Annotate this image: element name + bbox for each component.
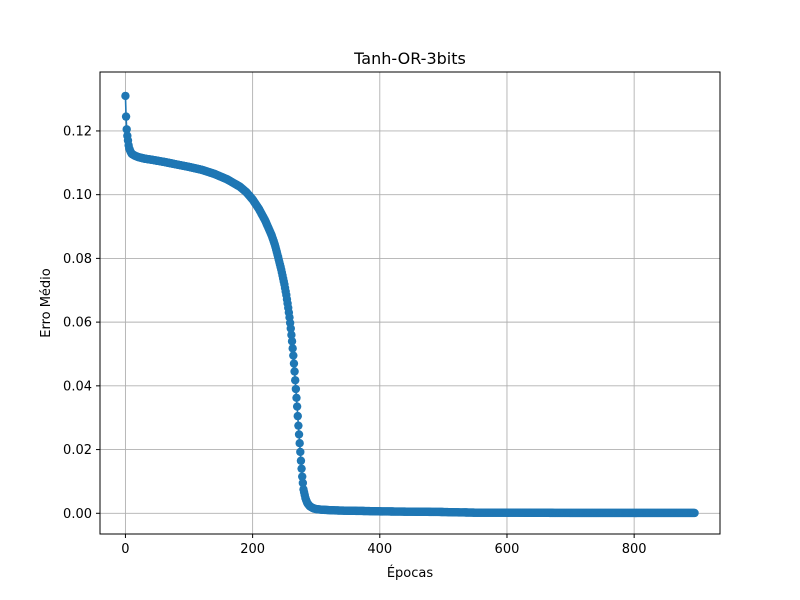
x-tick-label: 200 xyxy=(240,542,265,557)
data-point xyxy=(291,376,300,385)
x-tick-label: 800 xyxy=(622,542,647,557)
data-point xyxy=(298,472,307,481)
axis-ticks: 0 200 400 600 800 0.00 0.02 0.04 0.06 0.08 0.10 0.1… xyxy=(63,124,647,557)
data-point xyxy=(286,324,295,333)
y-tick-label: 0.04 xyxy=(63,379,92,394)
data-point xyxy=(121,91,130,101)
data-point xyxy=(292,393,301,402)
y-tick-label: 0.06 xyxy=(63,316,92,331)
y-tick-label: 0.08 xyxy=(63,252,92,267)
y-tick-label: 0.02 xyxy=(63,443,92,458)
data-point xyxy=(295,438,304,448)
data-point xyxy=(290,367,299,376)
x-axis-label: Épocas xyxy=(387,565,434,581)
data-point xyxy=(690,508,699,518)
data-point xyxy=(289,351,298,360)
data-point xyxy=(293,411,302,421)
data-point xyxy=(121,112,131,121)
series-line xyxy=(124,95,695,514)
plot-frame xyxy=(99,71,721,535)
data-point xyxy=(287,330,296,340)
chart-title: Tanh-OR-3bits xyxy=(353,49,466,68)
y-tick-label: 0.10 xyxy=(63,188,92,203)
data-point xyxy=(296,456,306,465)
grid-lines xyxy=(100,72,720,534)
y-axis-label: Erro Médio xyxy=(39,268,54,338)
data-point xyxy=(287,337,297,346)
data-series xyxy=(121,91,699,518)
y-tick-label: 0.12 xyxy=(63,124,92,139)
data-point xyxy=(291,384,301,394)
data-point xyxy=(294,430,304,439)
data-point xyxy=(292,402,302,411)
x-tick-label: 600 xyxy=(495,542,520,557)
y-tick-label: 0.00 xyxy=(63,507,92,522)
data-point xyxy=(297,464,306,473)
data-point xyxy=(289,359,299,368)
x-tick-label: 400 xyxy=(367,542,392,557)
data-point xyxy=(296,447,305,457)
x-tick-label: 0 xyxy=(121,542,129,557)
data-point xyxy=(288,344,297,353)
data-point xyxy=(298,478,308,488)
data-point xyxy=(294,421,303,430)
data-point xyxy=(122,125,131,134)
